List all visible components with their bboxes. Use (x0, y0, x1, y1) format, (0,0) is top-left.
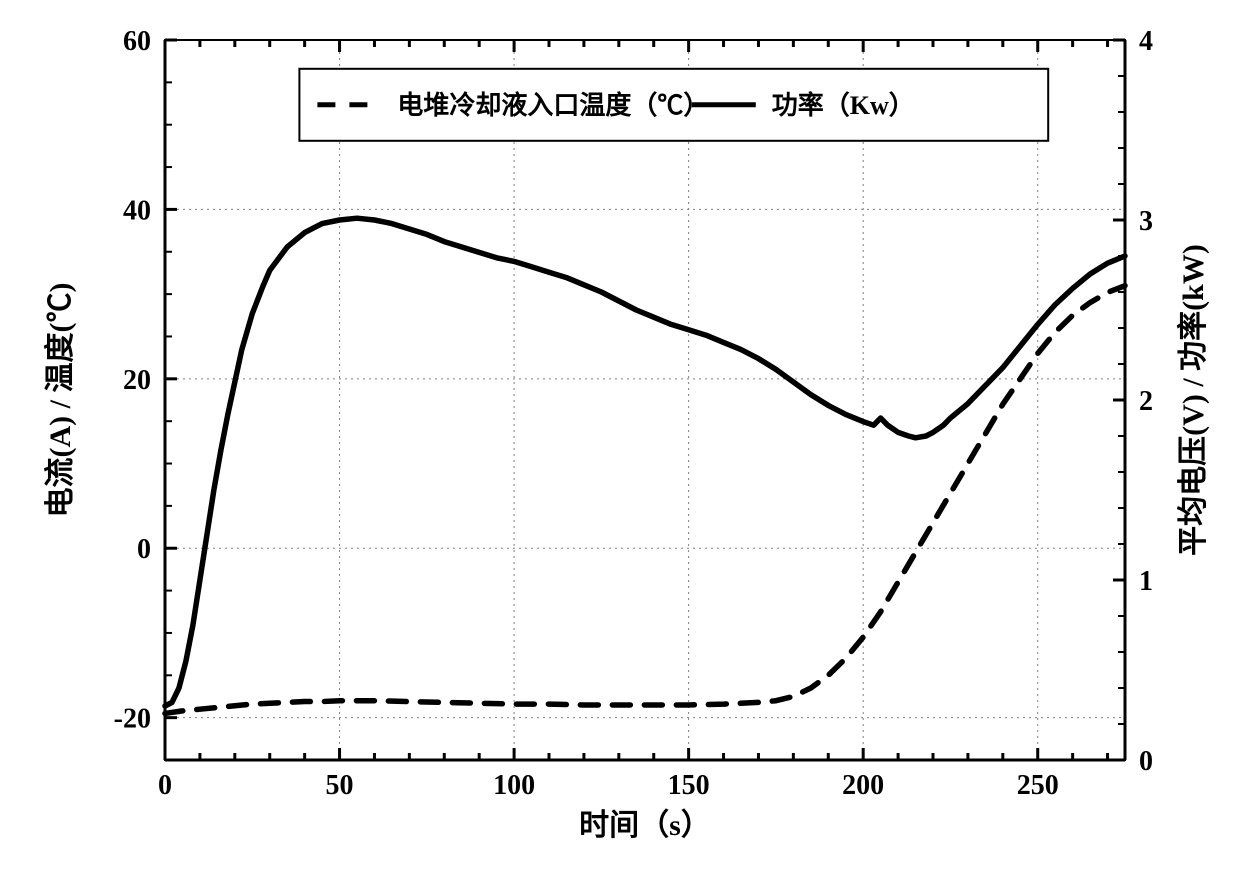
legend: 电堆冷却液入口温度（℃） 功率（Kw） (299, 69, 1048, 141)
chart-svg: 050100150200250时间（s）-200204060电流(A) / 温度… (0, 0, 1240, 873)
x-tick-label: 50 (326, 770, 354, 801)
y-left-tick-label: 40 (123, 195, 151, 226)
y-left-tick-label: 60 (123, 26, 151, 57)
y-right-tick-label: 3 (1139, 206, 1153, 237)
y-right-tick-label: 0 (1139, 746, 1153, 777)
y-right-tick-label: 2 (1139, 386, 1153, 417)
y-right-tick-label: 4 (1139, 26, 1153, 57)
x-axis-label: 时间（s） (579, 808, 711, 842)
legend-label-temp: 电堆冷却液入口温度（℃） (397, 90, 709, 120)
x-tick-label: 150 (668, 770, 710, 801)
y-right-axis-label: 平均电压(V) / 功率(kW) (1177, 244, 1210, 556)
x-tick-label: 0 (158, 770, 172, 801)
y-right-tick-label: 1 (1139, 566, 1153, 597)
y-left-tick-label: 0 (137, 534, 151, 565)
x-tick-label: 250 (1017, 770, 1059, 801)
y-left-axis-label: 电流(A) / 温度(℃) (44, 283, 77, 518)
y-left-tick-label: -20 (114, 704, 151, 735)
chart-container: 050100150200250时间（s）-200204060电流(A) / 温度… (0, 0, 1240, 873)
x-tick-label: 100 (493, 770, 535, 801)
x-tick-label: 200 (842, 770, 884, 801)
y-left-tick-label: 20 (123, 365, 151, 396)
legend-label-power: 功率（Kw） (772, 90, 915, 120)
